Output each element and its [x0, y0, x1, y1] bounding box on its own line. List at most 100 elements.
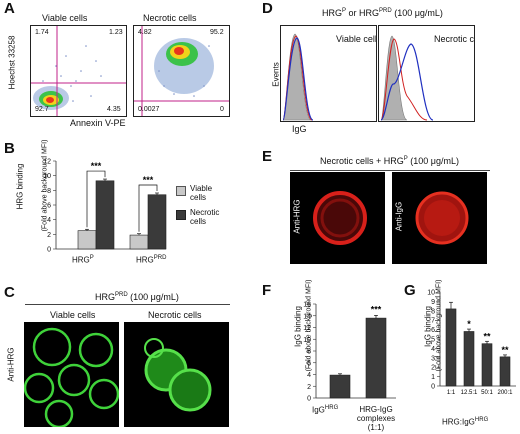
chart-f-ytick-label: 2 — [307, 384, 311, 391]
chart-g-ytick-label: 3 — [431, 355, 435, 362]
necrotic-quad-ur: 95.2 — [210, 29, 224, 36]
chart-g-cat-label: 200:1 — [497, 390, 513, 396]
chart-g-ytick-label: 4 — [431, 346, 435, 353]
flow-plot-necrotic: 4.82 95.2 0.0027 0 — [133, 25, 230, 117]
panel-label-d: D — [262, 0, 273, 17]
legend-swatch-viable — [176, 186, 186, 196]
chart-f-ytick-label: 0 — [307, 396, 311, 403]
histogram-viable-label: Viable cells — [336, 34, 377, 44]
flow-density-necrotic — [134, 26, 229, 116]
chart-b-sig-bracket — [138, 184, 158, 232]
chart-g-cat-label: 1:1 — [447, 390, 456, 396]
histogram-necrotic: Necrotic cells — [378, 25, 475, 122]
chart-g-ytick-label: 6 — [431, 327, 435, 334]
panel-d-title: HRGP or HRGPRD (100 μg/mL) — [322, 8, 443, 18]
legend-necrotic-line2: cells — [190, 217, 207, 226]
panel-b-cat2: HRGPRD — [136, 255, 167, 265]
panel-c-rule — [25, 304, 230, 305]
panel-c-ylabel: Anti-HRG — [6, 347, 16, 382]
panel-a-right-title: Necrotic cells — [143, 13, 197, 23]
chart-f-ytick-label: 6 — [307, 360, 311, 367]
micrograph-anti-hrg: Anti-HRG — [290, 172, 385, 264]
panel-label-g: G — [404, 282, 416, 299]
necrotic-quad-lr: 0 — [220, 106, 224, 113]
chart-b-sig-label: *** — [143, 175, 154, 185]
chart-b-ytick-label: 4 — [47, 217, 51, 224]
panel-b-ylabel: HRG binding — [15, 163, 25, 210]
chart-b-ytick-label: 8 — [47, 188, 51, 195]
panel-c-right-title: Necrotic cells — [148, 310, 202, 320]
panel-c-title: HRGPRD (100 μg/mL) — [95, 292, 179, 302]
panel-label-e: E — [262, 148, 273, 165]
chart-b-ytick-label: 12 — [43, 159, 51, 166]
chart-b-bar — [129, 234, 149, 250]
micrograph-e-label-right: Anti-IgG — [394, 201, 404, 232]
chart-f-ytick-label: 8 — [307, 349, 311, 356]
chart-g-bar — [499, 356, 511, 387]
chart-b: 0 2 4 6 8 10 12 *** *** — [43, 159, 167, 254]
chart-f-bar — [329, 374, 351, 399]
viable-quad-ll: 92.7 — [35, 106, 49, 113]
viable-quad-ur: 1.23 — [109, 29, 123, 36]
chart-f: 0 2 4 6 8 10 12 14 16 *** — [303, 302, 396, 403]
necrotic-quad-ll: 0.0027 — [138, 106, 160, 113]
histogram-necrotic-curves — [380, 35, 434, 121]
legend-viable-line2: cells — [190, 193, 207, 202]
panel-g-xlabel: HRG:IgGHRG — [442, 417, 489, 427]
histogram-viable: Viable cells — [280, 25, 377, 122]
panel-f-cat1: IgGHRG — [312, 405, 339, 415]
panel-a-left-title: Viable cells — [42, 13, 88, 23]
chart-b-bar — [95, 180, 115, 250]
chart-g-ytick-label: 5 — [431, 337, 435, 344]
chart-g-sig-label: * — [467, 319, 471, 329]
panel-label-a: A — [4, 0, 15, 17]
chart-f-ytick-label: 16 — [303, 302, 311, 309]
chart-g-ytick-label: 7 — [431, 318, 435, 325]
chart-f-ytick-label: 14 — [303, 313, 311, 320]
panel-c-left-title: Viable cells — [50, 310, 96, 320]
chart-f-ytick-label: 4 — [307, 372, 311, 379]
micrograph-anti-igg-cell — [415, 191, 469, 245]
chart-g-ytick-label: 2 — [431, 365, 435, 372]
histogram-viable-curves — [282, 33, 314, 121]
micrograph-necrotic-cells — [144, 338, 212, 412]
chart-b-ytick-label: 6 — [47, 203, 51, 210]
chart-f-sig-label: *** — [371, 304, 382, 314]
chart-g-ytick-label: 9 — [431, 299, 435, 306]
chart-b-bar — [77, 230, 97, 250]
legend-necrotic-line1: Necrotic — [190, 208, 220, 217]
panel-a-ylabel: Hoechst 33258 — [7, 35, 17, 90]
chart-g-sig-label: ** — [501, 345, 509, 355]
chart-g-ytick-label: 1 — [431, 374, 435, 381]
chart-g-ytick-label: 0 — [431, 384, 435, 391]
panel-e-title: Necrotic cells + HRGP (100 μg/mL) — [320, 156, 460, 166]
micrograph-e-label-left: Anti-HRG — [292, 199, 302, 234]
viable-quad-ul: 1.74 — [35, 29, 49, 36]
chart-b-ytick-label: 0 — [47, 247, 51, 254]
panel-b-cat1: HRGP — [72, 255, 94, 265]
flow-plot-viable: 1.74 1.23 92.7 4.35 — [30, 25, 127, 117]
micrograph-viable-green — [24, 322, 119, 427]
chart-b-sig-label: *** — [91, 161, 102, 171]
chart-g-bar — [481, 343, 493, 387]
panel-label-c: C — [4, 284, 15, 301]
micrograph-viable-cells — [24, 327, 119, 427]
panel-d-xlabel: IgG — [292, 124, 307, 134]
panel-label-b: B — [4, 140, 15, 157]
chart-g-bar — [463, 331, 475, 387]
chart-b-ytick-label: 10 — [43, 173, 51, 180]
viable-quad-lr: 4.35 — [107, 106, 121, 113]
panel-e-rule — [290, 170, 490, 171]
chart-g: 0 1 2 3 4 5 6 7 8 9 10 1:1 12.5:1 * 50:1 ** 200:1 ** — [427, 290, 516, 396]
chart-g-cat-label: 50:1 — [481, 390, 493, 396]
chart-g-ytick-label: 10 — [427, 290, 435, 297]
chart-b-bar — [147, 194, 167, 250]
chart-f-ytick-label: 10 — [303, 337, 311, 344]
chart-f-ytick-label: 12 — [303, 325, 311, 332]
chart-g-bar — [445, 308, 457, 387]
legend-viable-line1: Viable — [190, 184, 213, 193]
panel-f-cat2: HRG-IgG complexes (1:1) — [356, 405, 396, 432]
micrograph-anti-igg: Anti-IgG — [392, 172, 487, 264]
panel-label-f: F — [262, 282, 272, 299]
legend-swatch-necrotic — [176, 210, 186, 220]
